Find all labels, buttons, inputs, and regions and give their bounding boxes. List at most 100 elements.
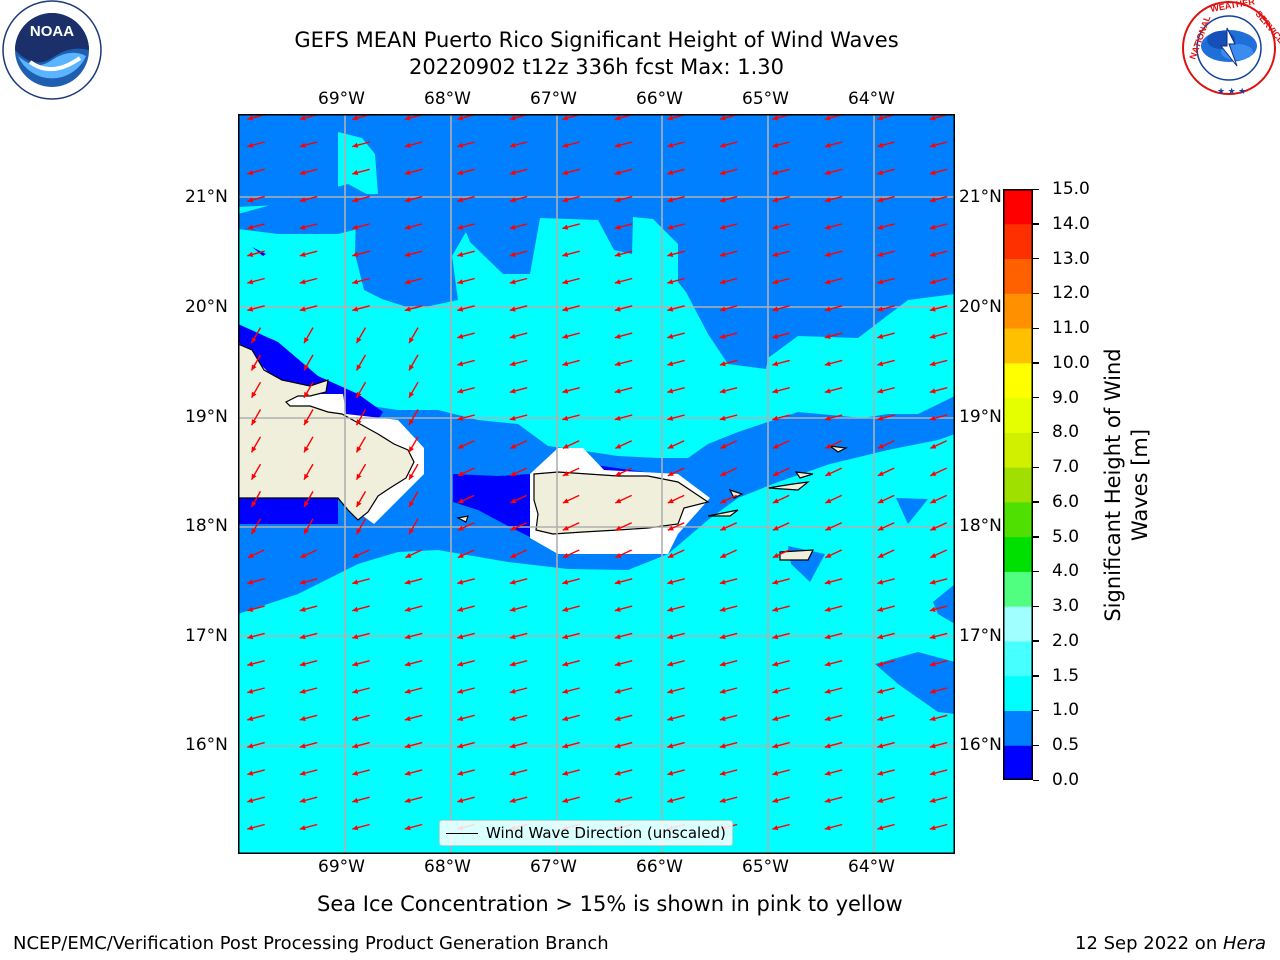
wind-wave-arrow-head <box>824 579 831 585</box>
wind-wave-arrow-head <box>562 716 569 722</box>
wind-wave-arrow-head <box>352 553 359 558</box>
wind-wave-arrow-head <box>457 333 464 339</box>
wind-wave-arrow-head <box>667 797 674 803</box>
wave-height-map <box>237 114 955 854</box>
wind-wave-arrow-head <box>824 688 831 694</box>
wind-wave-arrow-head <box>667 415 674 421</box>
colorbar <box>1003 189 1033 781</box>
wind-wave-arrow-head <box>772 606 779 612</box>
wind-wave-arrow-head <box>352 279 359 285</box>
colorbar-tick-label: 6.0 <box>1052 491 1080 512</box>
wind-wave-arrow-head <box>457 743 464 749</box>
wind-wave-arrow-head <box>562 471 569 476</box>
wind-wave-arrow-head <box>352 197 359 203</box>
wind-wave-arrow-head <box>667 306 674 312</box>
wind-wave-arrow-head <box>667 333 674 339</box>
wind-wave-arrow-head <box>304 446 309 453</box>
wind-wave-arrow-head <box>824 825 831 831</box>
colorbar-tick-label: 8.0 <box>1052 422 1080 443</box>
wind-wave-arrow-head <box>562 361 569 367</box>
wind-wave-arrow-head <box>614 361 621 367</box>
colorbar-tick-mark <box>1033 744 1039 747</box>
lon-label-top-68w: 68°W <box>424 89 471 109</box>
wind-wave-arrow-head <box>929 797 936 803</box>
wind-wave-arrow-head <box>719 197 726 203</box>
lat-label-left-18n: 18°N <box>185 516 228 536</box>
wind-wave-arrow-head <box>562 333 569 339</box>
wind-wave-arrow-head <box>352 142 359 148</box>
wind-wave-arrow-head <box>614 333 621 339</box>
wind-wave-arrow-head <box>251 337 257 344</box>
wind-wave-arrow-head <box>356 391 362 398</box>
wind-wave-arrow-head <box>247 251 254 257</box>
wind-wave-arrow-head <box>409 391 414 398</box>
st-croix-island <box>779 549 815 561</box>
wind-wave-arrow-head <box>509 306 516 312</box>
wind-wave-arrow-head <box>614 606 621 612</box>
wind-wave-arrow-head <box>405 553 412 558</box>
wind-wave-arrow-head <box>772 443 779 449</box>
wind-wave-arrow-head <box>562 415 569 421</box>
wind-wave-arrow-head <box>509 361 516 367</box>
wind-wave-arrow-head <box>929 579 936 585</box>
wind-wave-arrow-head <box>510 525 517 531</box>
wind-wave-arrow-head <box>562 498 569 504</box>
wind-wave-arrow-head <box>404 634 411 640</box>
wind-wave-arrow-head <box>509 716 516 722</box>
wind-wave-arrow-head <box>824 415 831 421</box>
colorbar-tick-label: 10.0 <box>1052 352 1090 373</box>
wind-wave-arrow-head <box>247 170 254 176</box>
colorbar-tick-mark <box>1033 779 1039 781</box>
wind-wave-arrow-head <box>247 579 254 585</box>
colorbar-segment <box>1003 397 1033 433</box>
lat-label-left-20n: 20°N <box>185 297 228 317</box>
wind-wave-arrow-head <box>824 170 831 176</box>
virgin-islands <box>767 481 811 491</box>
lon-label-top-67w: 67°W <box>530 89 577 109</box>
wind-wave-arrow-head <box>877 716 884 722</box>
colorbar-tick-mark <box>1033 327 1039 329</box>
wind-wave-arrow-head <box>824 142 831 148</box>
wind-wave-arrow-head <box>929 361 936 367</box>
wind-wave-arrow-head <box>824 606 831 612</box>
wind-wave-arrow-head <box>457 388 464 394</box>
colorbar-segment <box>1003 501 1033 538</box>
wind-wave-arrow-head <box>352 743 359 749</box>
wind-wave-arrow-head <box>719 115 726 121</box>
wind-wave-arrow-head <box>667 770 674 776</box>
wind-wave-arrow-head <box>877 471 884 476</box>
wind-wave-arrow-head <box>877 197 884 203</box>
wind-wave-arrow-head <box>409 446 414 453</box>
wind-wave-arrow-head <box>772 498 779 504</box>
wind-wave-arrow-head <box>299 224 306 230</box>
wind-wave-arrow-head <box>352 716 359 722</box>
wind-wave-arrow-head <box>824 388 831 394</box>
wind-wave-arrow-head <box>562 797 569 803</box>
wind-wave-arrow-head <box>877 498 884 504</box>
wind-wave-arrow-head <box>299 251 306 257</box>
lon-label-bottom-68w: 68°W <box>424 857 471 877</box>
wind-wave-arrow-head <box>352 825 359 831</box>
wind-wave-arrow-head <box>457 115 464 121</box>
colorbar-title-line2: Waves [m] <box>1128 428 1152 542</box>
wind-wave-arrow-head <box>930 471 937 476</box>
wind-wave-arrow-head <box>877 306 884 312</box>
wind-wave-arrow-head <box>509 115 516 121</box>
wind-wave-arrow-head <box>877 688 884 694</box>
wind-wave-arrow-head <box>509 797 516 803</box>
wind-wave-arrow-head <box>404 825 411 831</box>
wind-wave-arrow-head <box>509 770 516 776</box>
wind-wave-arrow-head <box>562 279 569 285</box>
wind-wave-arrow-head <box>352 770 359 776</box>
wind-wave-arrow-head <box>251 391 257 398</box>
legend-line-swatch <box>446 832 478 834</box>
colorbar-segment <box>1003 640 1033 677</box>
wind-wave-arrow-head <box>562 553 569 558</box>
wind-wave-arrow-head <box>247 770 254 776</box>
footer-host: Hera <box>1222 933 1266 954</box>
wind-wave-arrow-head <box>509 333 516 339</box>
lat-label-left-19n: 19°N <box>185 407 228 427</box>
wind-wave-arrow-head <box>772 525 779 531</box>
wind-wave-arrow-head <box>719 279 726 285</box>
wind-wave-arrow-head <box>772 825 779 831</box>
